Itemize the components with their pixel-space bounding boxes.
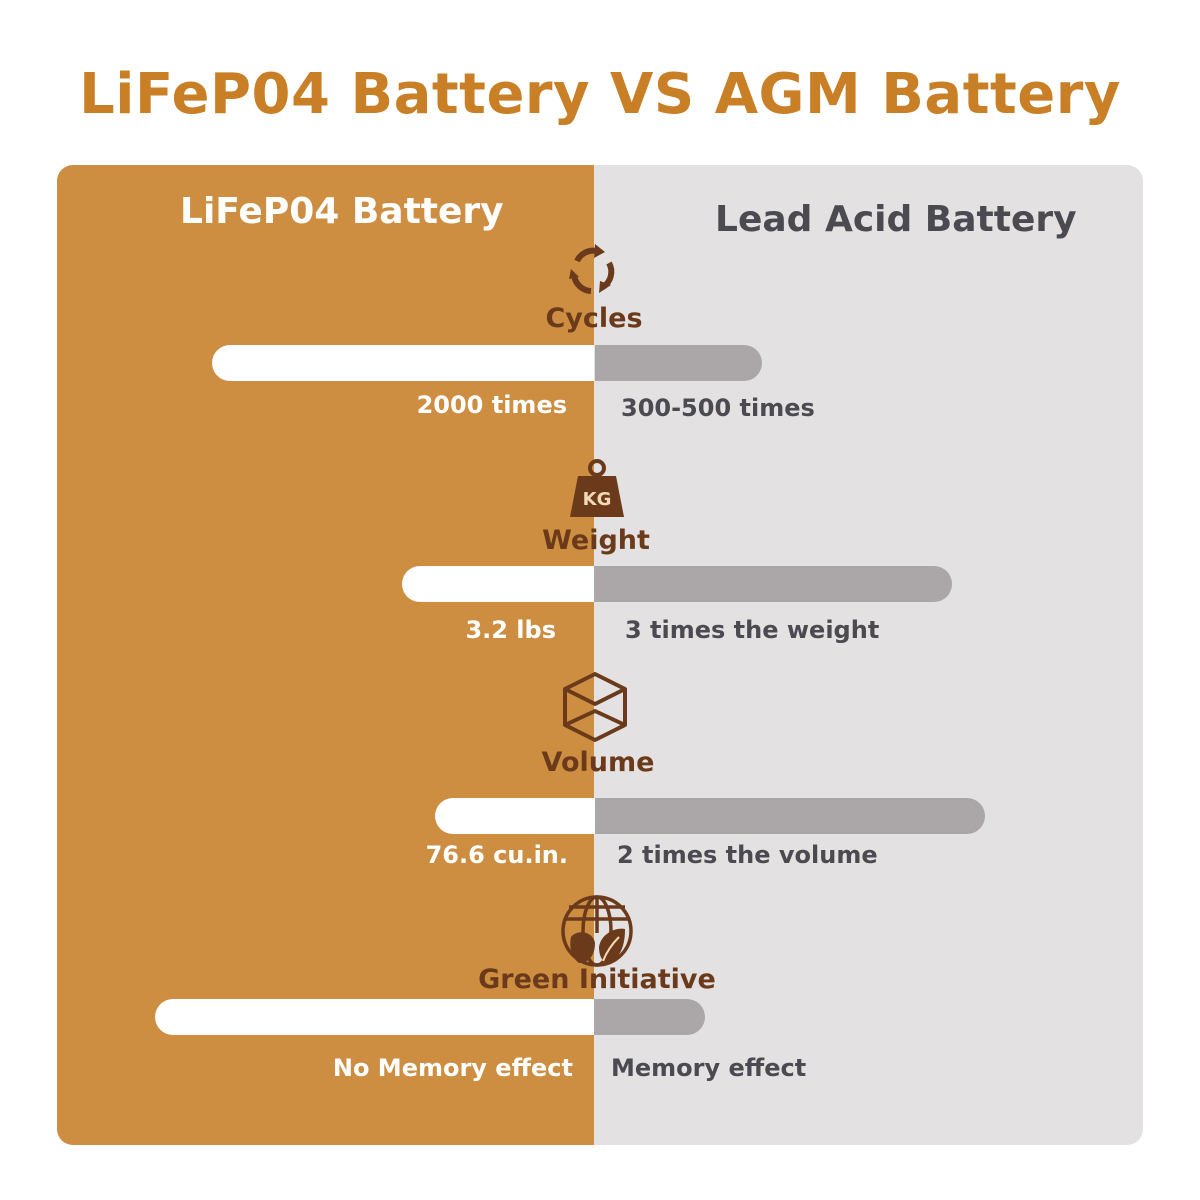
cube-icon <box>563 672 627 742</box>
lifepo4-bar-green-initiative <box>155 999 594 1035</box>
lead-acid-bar-volume <box>595 798 985 834</box>
globe-leaf-icon <box>561 895 633 967</box>
lifepo4-value-weight: 3.2 lbs <box>465 616 556 644</box>
lead-acid-bar-weight <box>594 566 952 602</box>
lead-acid-heading: Lead Acid Battery <box>715 199 1077 240</box>
row-label-weight: Weight <box>542 525 650 556</box>
row-label-green-initiative: Green Initiative <box>478 964 716 995</box>
lifepo4-bar-volume <box>435 798 595 834</box>
comparison-panel: LiFeP04 Battery Lead Acid Battery Cycles… <box>57 165 1143 1145</box>
lifepo4-column <box>57 165 594 1145</box>
kg-weight-icon: KG <box>570 459 624 517</box>
row-label-cycles: Cycles <box>545 303 643 334</box>
lifepo4-bar-weight <box>402 566 594 602</box>
svg-text:KG: KG <box>583 489 612 510</box>
lead-acid-value-green-initiative: Memory effect <box>611 1054 807 1082</box>
lifepo4-value-green-initiative: No Memory effect <box>332 1054 573 1082</box>
page-title: LiFeP04 Battery VS AGM Battery <box>79 62 1121 127</box>
lead-acid-value-weight: 3 times the weight <box>625 616 880 644</box>
lifepo4-value-cycles: 2000 times <box>416 391 567 419</box>
lead-acid-value-cycles: 300-500 times <box>621 394 815 422</box>
lifepo4-value-volume: 76.6 cu.in. <box>425 841 568 869</box>
lead-acid-value-volume: 2 times the volume <box>617 841 878 869</box>
lifepo4-heading: LiFeP04 Battery <box>180 191 504 232</box>
row-label-volume: Volume <box>541 747 655 778</box>
lead-acid-bar-cycles <box>595 345 762 381</box>
lifepo4-bar-cycles <box>212 345 594 381</box>
lead-acid-bar-green-initiative <box>594 999 705 1035</box>
cycle-arrows-icon <box>569 244 615 294</box>
